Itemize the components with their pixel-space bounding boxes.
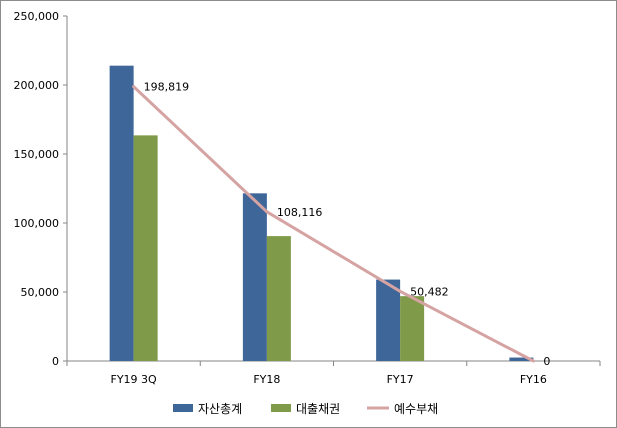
data-label: 198,819 [144, 81, 190, 94]
axes: 0 50,000 100,000 150,000 200,000 250,000 FY19 … [14, 10, 601, 386]
line-deposits [132, 85, 535, 363]
y-tick-label: 100,000 [14, 217, 60, 230]
x-tick-label: FY17 [387, 373, 414, 386]
legend-label: 자산총계 [198, 402, 242, 416]
legend-label: 예수부채 [394, 402, 438, 416]
bar-loans-2 [400, 296, 425, 361]
bar-asset-total-1 [242, 193, 267, 361]
y-tick-label: 0 [52, 355, 59, 368]
bar-loans-0 [133, 135, 158, 361]
y-tick-label: 200,000 [14, 79, 60, 92]
line-point [265, 210, 269, 214]
legend-swatch [271, 404, 291, 412]
data-label: 0 [543, 355, 550, 368]
y-tick-label: 50,000 [21, 286, 60, 299]
bar-asset-total-3 [509, 357, 534, 361]
line-series [132, 85, 535, 363]
x-tick-label: FY16 [520, 373, 547, 386]
x-tick-label: FY19 3Q [111, 373, 158, 386]
data-labels: 198,819 108,116 50,482 0 [144, 81, 551, 368]
y-tick-label: 150,000 [14, 148, 60, 161]
data-label: 50,482 [410, 285, 449, 298]
y-tick-label: 250,000 [14, 10, 60, 23]
bar-asset-total-0 [109, 65, 134, 362]
line-point [132, 85, 136, 89]
x-tick-label: FY18 [253, 373, 280, 386]
line-point [398, 289, 402, 293]
legend-label: 대출채권 [296, 402, 340, 416]
legend-swatch [173, 404, 193, 412]
bar-loans-1 [266, 236, 291, 361]
bar-asset-total-2 [376, 279, 401, 361]
data-label: 108,116 [277, 206, 323, 219]
bars [109, 65, 534, 362]
line-point [531, 359, 535, 363]
legend: 자산총계 대출채권 예수부채 [173, 402, 438, 416]
